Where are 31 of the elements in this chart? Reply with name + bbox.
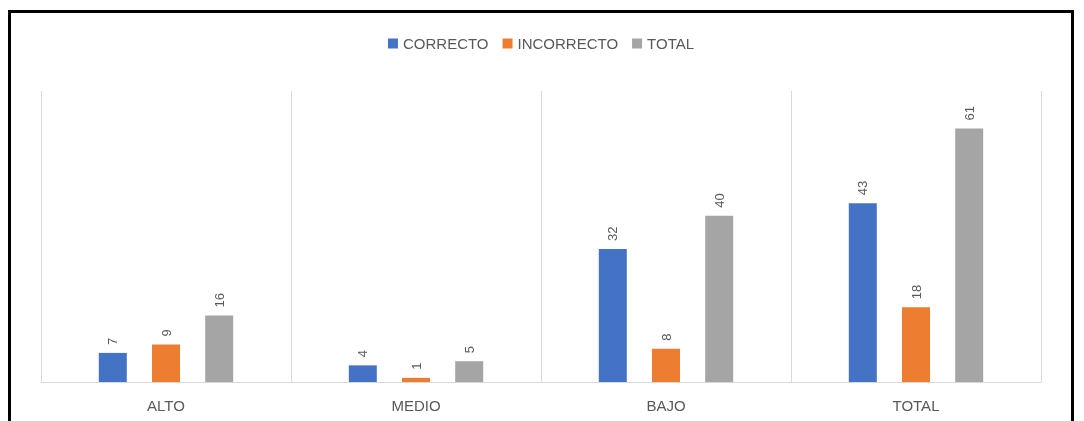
data-label: 32	[605, 226, 621, 241]
data-label: 40	[711, 193, 727, 208]
data-label: 1	[408, 362, 424, 370]
bar	[652, 348, 680, 382]
legend-label: TOTAL	[647, 35, 695, 52]
x-tick-label: ALTO	[147, 397, 185, 414]
bar	[848, 203, 877, 382]
data-label: 7	[105, 337, 121, 345]
data-label: 5	[461, 345, 477, 354]
legend-label: CORRECTO	[402, 35, 489, 52]
bar	[402, 377, 430, 382]
x-tick-label: TOTAL	[892, 397, 940, 414]
data-label: 43	[855, 180, 871, 196]
bar	[98, 352, 127, 382]
bar	[955, 128, 984, 382]
data-label: 61	[961, 105, 977, 121]
bar	[455, 361, 484, 382]
data-label: 9	[158, 329, 174, 337]
bar	[348, 365, 377, 382]
data-label: 16	[211, 293, 227, 308]
bar	[205, 315, 234, 382]
data-label: 8	[658, 333, 674, 341]
bar	[152, 344, 180, 382]
bar	[598, 248, 627, 382]
x-tick-label: BAJO	[646, 397, 686, 414]
legend-label: INCORRECTO	[517, 35, 619, 52]
x-tick-label: MEDIO	[391, 397, 441, 414]
bar	[705, 215, 734, 382]
data-label: 18	[908, 284, 924, 300]
bar	[902, 307, 930, 382]
data-label: 4	[355, 350, 371, 358]
